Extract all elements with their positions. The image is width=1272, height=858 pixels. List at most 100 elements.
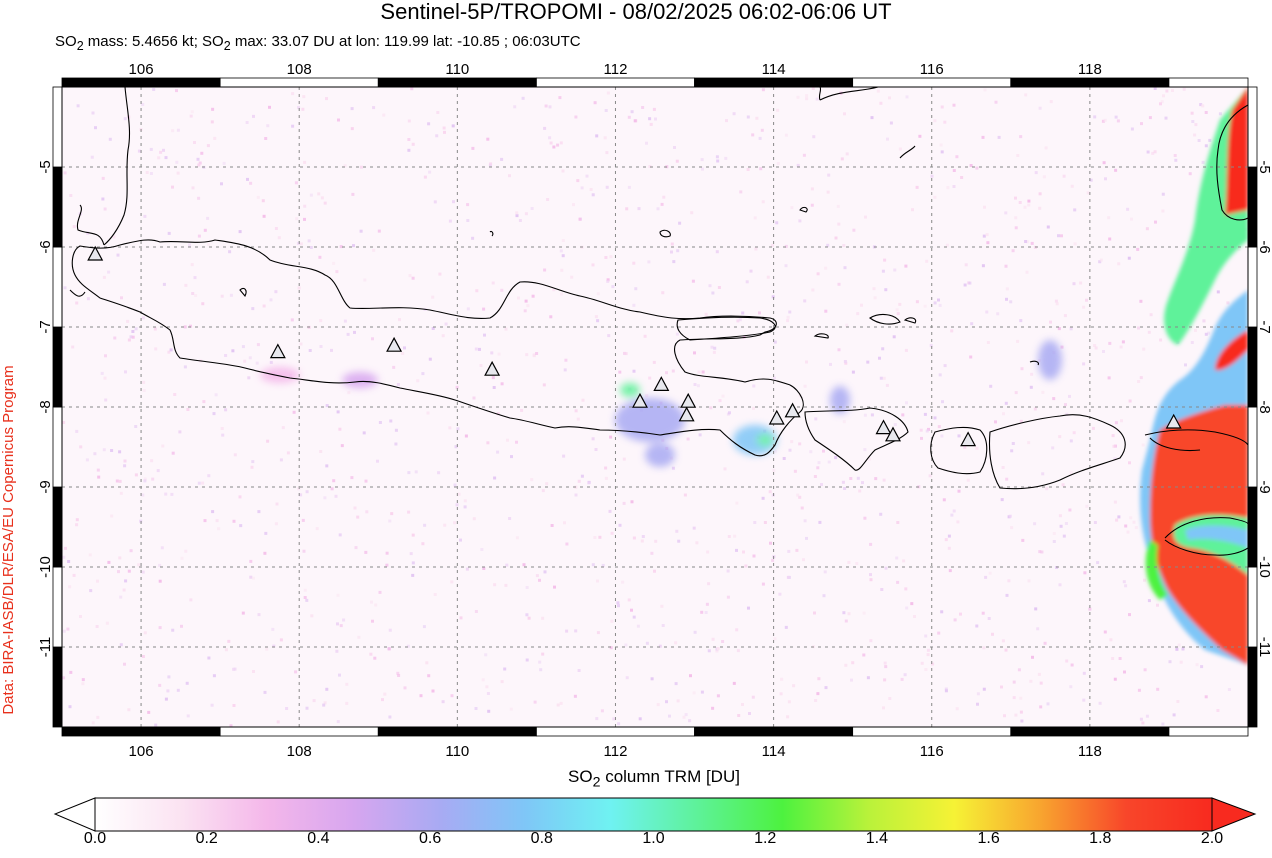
noise-pixel [526,304,530,308]
noise-pixel [598,535,602,539]
noise-pixel [378,421,382,424]
noise-pixel [964,263,968,267]
noise-pixel [637,207,641,211]
noise-pixel [941,400,944,404]
noise-pixel [834,236,838,240]
noise-pixel [164,492,168,496]
noise-pixel [1089,178,1093,182]
lat-tick-label: -10 [37,556,54,578]
noise-pixel [102,448,106,452]
noise-pixel [513,105,517,109]
noise-pixel [744,564,748,568]
noise-pixel [167,231,171,235]
noise-pixel [227,639,231,643]
noise-pixel [724,156,728,160]
noise-pixel [523,309,527,313]
noise-pixel [303,217,306,221]
noise-pixel [126,319,130,323]
noise-pixel [149,147,153,151]
noise-pixel [1128,613,1131,617]
noise-pixel [969,355,973,359]
noise-pixel [818,520,822,524]
noise-pixel [1073,208,1077,212]
noise-pixel [1058,583,1062,587]
noise-pixel [1058,435,1062,439]
noise-pixel [441,700,445,704]
noise-pixel [991,632,994,636]
noise-pixel [350,107,354,111]
noise-pixel [1017,668,1021,672]
noise-pixel [1094,346,1098,350]
noise-pixel [112,235,116,239]
noise-pixel [675,332,679,336]
noise-pixel [1112,444,1116,448]
noise-pixel [1124,524,1128,528]
noise-pixel [1103,630,1107,634]
noise-pixel [113,336,117,340]
noise-pixel [727,535,731,538]
noise-pixel [782,457,786,460]
noise-pixel [713,346,717,350]
noise-pixel [1147,599,1151,603]
noise-pixel [882,376,886,380]
noise-pixel [553,585,556,589]
noise-pixel [1088,607,1092,611]
noise-pixel [75,518,79,522]
noise-pixel [693,630,697,634]
volcano-markers [87,245,1182,447]
noise-pixel [346,332,350,336]
noise-pixel [369,652,373,656]
noise-pixel [268,105,271,109]
noise-pixel [673,146,676,149]
noise-pixel [166,689,170,693]
frame-segment [52,326,63,408]
noise-pixel [856,476,860,480]
noise-pixel [67,560,71,563]
noise-pixel [158,563,162,567]
noise-pixel [601,563,605,567]
noise-pixel [572,203,575,207]
frame-segment [1010,77,1170,88]
noise-pixel [665,371,668,375]
noise-pixel [231,349,235,353]
noise-pixel [1201,104,1205,108]
noise-pixel [454,445,458,449]
noise-pixel [175,89,178,93]
noise-pixel [1126,530,1130,534]
noise-pixel [256,195,260,199]
noise-pixel [863,413,867,417]
noise-pixel [378,590,382,594]
noise-pixel [437,471,441,475]
lon-tick-label: 116 [920,743,944,760]
noise-pixel [119,595,123,599]
noise-pixel [618,523,622,527]
noise-pixel [1101,119,1105,123]
lat-tick-label: -5 [37,160,54,173]
noise-pixel [427,674,431,678]
noise-pixel [707,649,711,653]
noise-pixel [884,288,888,292]
noise-pixel [104,398,108,402]
noise-pixel [443,130,446,134]
noise-pixel [1153,87,1157,90]
noise-pixel [325,404,329,408]
borneo-coast [818,87,879,101]
noise-pixel [299,342,303,346]
noise-pixel [338,533,342,537]
noise-pixel [252,576,255,580]
noise-pixel [645,141,648,145]
noise-pixel [141,655,145,658]
noise-pixel [315,527,319,531]
noise-pixel [633,119,637,123]
noise-pixel [474,707,478,710]
noise-pixel [738,318,742,322]
noise-pixel [1069,439,1073,443]
noise-pixel [385,551,389,555]
colorbar-tick-label: 0.8 [530,830,553,847]
noise-pixel [481,678,485,682]
noise-pixel [407,510,411,514]
noise-pixel [190,110,194,114]
noise-pixel [735,548,738,552]
noise-pixel [994,420,997,424]
noise-pixel [1113,457,1117,461]
